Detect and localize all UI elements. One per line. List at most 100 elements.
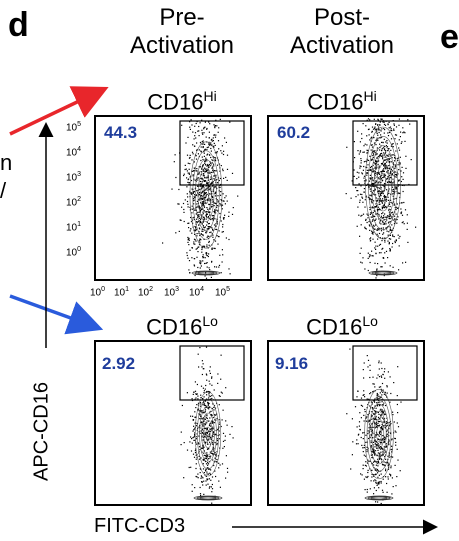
event-dot xyxy=(372,226,374,228)
event-dot xyxy=(363,432,365,434)
event-dot xyxy=(384,148,386,150)
event-dot xyxy=(209,200,211,202)
event-dot xyxy=(179,219,181,221)
event-dot xyxy=(375,407,377,409)
event-dot xyxy=(200,174,202,176)
event-dot xyxy=(381,240,383,242)
event-dot xyxy=(376,167,378,169)
event-dot xyxy=(196,142,198,144)
event-dot xyxy=(218,395,220,397)
density-contour xyxy=(201,412,215,456)
event-dot xyxy=(215,202,217,204)
event-dot xyxy=(382,200,384,202)
event-dot xyxy=(384,166,386,168)
event-dot xyxy=(370,188,372,190)
event-dot xyxy=(376,165,378,167)
event-dot xyxy=(373,422,376,424)
event-dot xyxy=(198,135,200,137)
event-dot xyxy=(211,194,213,196)
event-dot xyxy=(366,221,368,224)
event-dot xyxy=(206,228,208,230)
density-contour xyxy=(195,159,218,231)
event-dot xyxy=(206,165,208,167)
event-dot xyxy=(215,134,217,136)
event-dot xyxy=(372,441,375,443)
event-dot xyxy=(366,451,368,453)
event-dot xyxy=(386,430,388,433)
event-dot xyxy=(373,418,375,420)
event-dot xyxy=(217,159,219,161)
event-dot xyxy=(208,240,210,242)
event-dot xyxy=(195,226,197,228)
event-dot xyxy=(396,187,398,189)
event-dot xyxy=(382,439,384,441)
event-dot xyxy=(210,171,212,173)
event-dot xyxy=(386,215,389,217)
event-dot xyxy=(381,382,384,385)
event-dot xyxy=(371,476,373,478)
event-dot xyxy=(206,146,208,149)
event-dot xyxy=(222,168,224,170)
event-dot xyxy=(193,265,196,267)
row-label-lo-pre: CD16Lo xyxy=(112,313,252,340)
y-tick-label: 102 xyxy=(66,196,82,209)
event-dot xyxy=(204,405,206,407)
event-dot xyxy=(391,143,393,145)
event-dot xyxy=(369,208,371,211)
event-dot xyxy=(203,180,205,182)
event-dot xyxy=(208,397,210,399)
event-dot xyxy=(372,212,374,214)
event-dot xyxy=(390,229,393,231)
event-dot xyxy=(207,235,209,237)
event-dot xyxy=(375,197,377,199)
event-dot xyxy=(206,182,208,184)
event-dot xyxy=(222,153,225,156)
event-dot xyxy=(216,223,219,225)
event-dot xyxy=(193,428,196,430)
event-dot xyxy=(374,163,376,165)
event-dot xyxy=(205,214,207,216)
event-dot xyxy=(198,231,200,233)
event-dot xyxy=(393,129,395,131)
event-dot xyxy=(374,423,376,425)
x-tick-label: 103 xyxy=(164,286,180,299)
event-dot xyxy=(206,127,208,130)
event-dot xyxy=(379,441,381,443)
event-dot xyxy=(219,118,221,120)
event-dot xyxy=(375,440,377,442)
event-dot xyxy=(371,418,373,420)
event-dot xyxy=(382,161,385,163)
event-dot xyxy=(350,197,352,199)
event-dot xyxy=(202,143,204,145)
event-dot xyxy=(389,234,391,236)
event-dot xyxy=(181,404,183,407)
event-dot xyxy=(190,450,193,452)
event-dot xyxy=(382,404,384,406)
event-dot xyxy=(384,426,386,428)
event-dot xyxy=(386,216,388,218)
event-dot xyxy=(212,442,214,444)
column-header-post-line2: Activation xyxy=(289,32,395,59)
event-dot xyxy=(378,218,380,220)
event-dot xyxy=(363,377,365,379)
event-dot xyxy=(381,394,383,396)
event-dot xyxy=(205,272,207,274)
event-dot xyxy=(195,397,197,399)
event-dot xyxy=(363,394,365,396)
event-dot xyxy=(395,485,397,487)
event-dot xyxy=(206,160,208,162)
event-dot xyxy=(369,240,371,242)
event-dot xyxy=(216,199,218,201)
event-dot xyxy=(400,202,402,204)
event-dot xyxy=(382,449,384,451)
event-dot xyxy=(355,443,358,445)
event-dot xyxy=(209,430,211,432)
event-dot xyxy=(385,458,387,460)
event-dot xyxy=(203,452,205,454)
event-dot xyxy=(381,128,383,130)
event-dot xyxy=(377,119,379,121)
event-dot xyxy=(381,174,383,176)
event-dot xyxy=(208,244,210,246)
event-dot xyxy=(355,187,357,189)
event-dot xyxy=(199,468,201,470)
